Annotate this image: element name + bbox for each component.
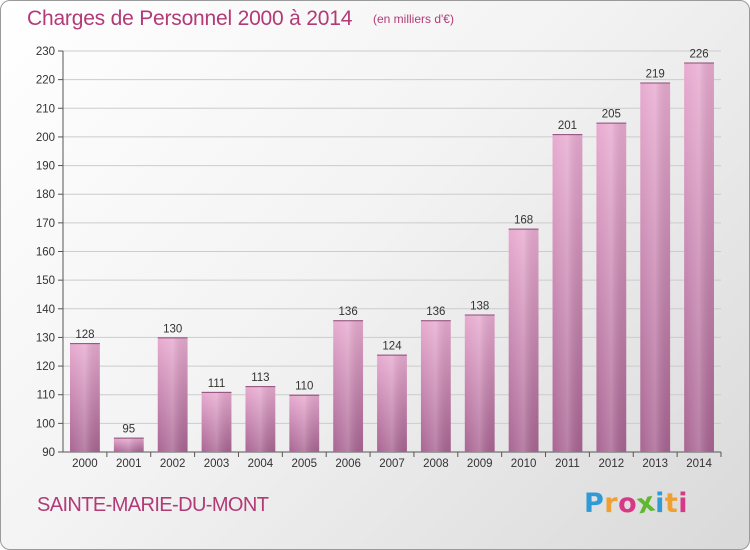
bar-value-label: 136 xyxy=(426,306,445,318)
bar-value-label: 168 xyxy=(514,215,533,227)
bar-shine xyxy=(377,354,407,452)
bar-shine xyxy=(157,337,188,452)
logo-letter: i xyxy=(678,488,689,519)
y-tick-label: 110 xyxy=(37,390,55,402)
bar-shine xyxy=(684,62,714,452)
bar-value-label: 136 xyxy=(339,306,358,318)
y-tick-label: 220 xyxy=(36,75,55,87)
x-tick-label: 2000 xyxy=(72,458,98,470)
bars xyxy=(70,62,714,453)
bar-shine xyxy=(640,82,671,452)
x-tick-label: 2009 xyxy=(467,458,493,470)
chart-subtitle: (en milliers d'€) xyxy=(373,12,454,26)
logo-letter: r xyxy=(604,488,619,519)
y-tick-label: 140 xyxy=(36,304,55,316)
y-tick-label: 180 xyxy=(36,189,55,201)
x-tick-label: 2007 xyxy=(379,458,405,470)
y-tick-label: 130 xyxy=(36,332,55,344)
bar-shine xyxy=(70,343,100,452)
y-tick-label: 120 xyxy=(36,361,55,373)
labels: 90 100 110 120 130 140 150 160 170 180 190 200 210 22… xyxy=(36,46,713,470)
x-tick-label: 2014 xyxy=(686,458,712,470)
x-tick-label: 2004 xyxy=(248,458,274,470)
bar-shine xyxy=(552,134,583,453)
bar-value-label: 130 xyxy=(163,323,182,335)
bar-value-label: 219 xyxy=(646,69,665,81)
bar-value-label: 201 xyxy=(558,120,577,132)
bar-value-label: 111 xyxy=(208,378,225,390)
proxiti-logo[interactable]: Proxiti xyxy=(584,486,689,520)
logo-letter: i xyxy=(655,488,665,519)
bar-value-label: 95 xyxy=(122,424,135,436)
logo-letter: t xyxy=(664,488,679,519)
bar-shine xyxy=(113,437,144,452)
bar-shine xyxy=(289,394,320,452)
bar-value-label: 138 xyxy=(470,301,489,313)
y-tick-label: 90 xyxy=(42,447,55,459)
bar-shine xyxy=(201,391,232,452)
town-name: SAINTE-MARIE-DU-MONT xyxy=(37,494,269,516)
bar-shine xyxy=(596,122,627,452)
bar-value-label: 113 xyxy=(251,372,269,384)
y-tick-label: 160 xyxy=(36,247,55,259)
y-tick-label: 190 xyxy=(36,161,55,173)
x-tick-label: 2010 xyxy=(511,458,537,470)
x-tick-label: 2003 xyxy=(204,458,230,470)
bar-value-label: 205 xyxy=(602,109,621,121)
x-tick-label: 2013 xyxy=(642,458,668,470)
bar-value-label: 110 xyxy=(295,381,313,393)
bar-value-label: 226 xyxy=(689,48,708,60)
bar-shine xyxy=(464,314,495,452)
bar-shine xyxy=(333,320,364,452)
logo-letter: o xyxy=(618,488,638,519)
bar-shine xyxy=(245,386,276,452)
y-tick-label: 170 xyxy=(36,218,55,230)
x-tick-label: 2011 xyxy=(555,458,580,470)
y-tick-label: 210 xyxy=(36,103,55,115)
bar-shine xyxy=(420,320,451,452)
x-tick-label: 2001 xyxy=(116,458,142,470)
x-tick-label: 2012 xyxy=(599,458,625,470)
y-tick-label: 200 xyxy=(36,132,55,144)
x-tick-label: 2005 xyxy=(291,458,317,470)
bar-value-label: 124 xyxy=(382,341,402,353)
y-tick-label: 100 xyxy=(36,418,55,430)
logo-letter: P xyxy=(584,488,605,519)
chart-title: Charges de Personnel 2000 à 2014 xyxy=(27,7,353,30)
bar-value-label: 128 xyxy=(75,329,94,341)
y-tick-label: 150 xyxy=(36,275,55,287)
x-tick-label: 2002 xyxy=(160,458,186,470)
x-tick-label: 2006 xyxy=(335,458,361,470)
y-tick-label: 230 xyxy=(36,46,55,58)
bar-shine xyxy=(508,228,539,452)
x-tick-label: 2008 xyxy=(423,458,449,470)
